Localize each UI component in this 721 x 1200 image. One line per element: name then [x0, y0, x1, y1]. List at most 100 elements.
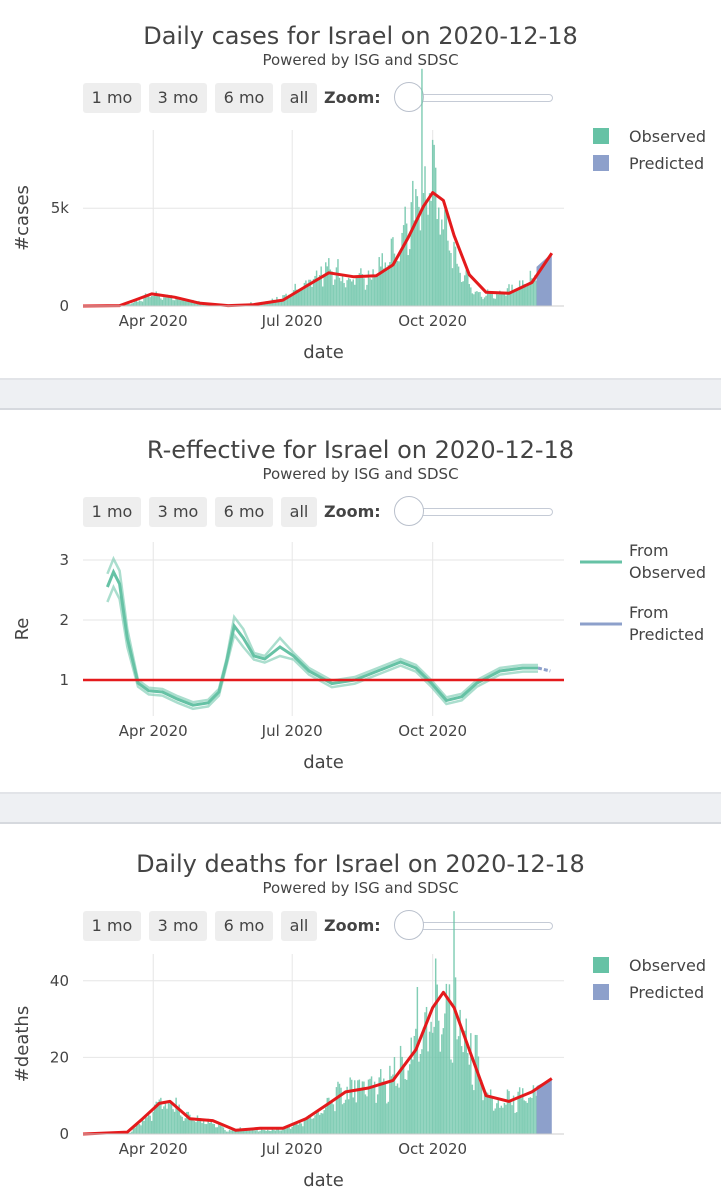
observed-bar [303, 1119, 306, 1134]
zoom-slider[interactable] [394, 496, 553, 526]
range-3mo-button[interactable]: 3 mo [149, 83, 207, 113]
y-tick-label: 40 [50, 972, 69, 990]
observed-bar [147, 1113, 150, 1134]
observed-bar [438, 1020, 440, 1134]
observed-bar [219, 1125, 222, 1134]
observed-bar [453, 241, 455, 306]
observed-bar [532, 1085, 535, 1134]
zoom-slider[interactable] [394, 82, 553, 112]
observed-bar [201, 1123, 203, 1134]
observed-bar [189, 301, 191, 306]
observed-bar [396, 1083, 399, 1134]
zoom-slider-knob[interactable] [394, 82, 424, 112]
observed-bar [212, 1123, 214, 1134]
observed-bar [230, 1130, 232, 1134]
observed-bar [161, 1109, 164, 1134]
range-3mo-button[interactable]: 3 mo [149, 497, 207, 527]
observed-bar [392, 1074, 394, 1134]
range-1mo-button[interactable]: 1 mo [83, 83, 141, 113]
observed-bar [416, 986, 419, 1134]
range-all-button[interactable]: all [281, 83, 317, 113]
x-tick-label: Apr 2020 [119, 722, 188, 740]
observed-bar [294, 283, 296, 306]
zoom-slider-knob[interactable] [394, 496, 424, 526]
range-6mo-button[interactable]: 6 mo [215, 83, 273, 113]
zoom-slider[interactable] [394, 910, 553, 940]
observed-bar [447, 999, 449, 1134]
observed-bar [375, 1102, 377, 1134]
range-6mo-button[interactable]: 6 mo [215, 497, 273, 527]
observed-bar [274, 300, 277, 306]
observed-bar [160, 1097, 162, 1134]
legend-swatch-observed [593, 128, 609, 144]
zoom-slider-knob[interactable] [394, 910, 424, 940]
observed-bar [514, 291, 516, 306]
observed-bar [482, 299, 484, 306]
legend-swatch-predicted [593, 984, 609, 1000]
observed-bar [463, 1030, 466, 1134]
observed-bar [302, 1126, 304, 1134]
observed-bar [248, 1130, 251, 1134]
y-tick-label: 1 [59, 671, 69, 689]
observed-bar [506, 288, 509, 306]
observed-bar [325, 1107, 327, 1134]
observed-bar [413, 1035, 416, 1134]
range-3mo-button[interactable]: 3 mo [149, 911, 207, 941]
observed-bar [360, 1090, 362, 1134]
observed-bar [456, 263, 458, 306]
observed-bar [407, 255, 409, 306]
observed-bar [161, 299, 164, 306]
range-all-button[interactable]: all [281, 911, 317, 941]
range-1mo-button[interactable]: 1 mo [83, 497, 141, 527]
observed-bar [132, 1128, 135, 1134]
observed-bar [312, 278, 315, 306]
legend-text-line: Predicted [629, 625, 704, 644]
observed-bar [260, 1127, 263, 1134]
observed-bar [155, 1101, 157, 1134]
observed-bar [381, 253, 383, 306]
observed-bar [409, 249, 411, 306]
observed-bar [337, 259, 339, 306]
observed-bar [331, 271, 333, 306]
range-all-button[interactable]: all [281, 497, 317, 527]
observed-bar [270, 1131, 272, 1134]
observed-bar [140, 1125, 142, 1134]
range-6mo-button[interactable]: 6 mo [215, 911, 273, 941]
observed-bar [515, 290, 518, 306]
observed-bars [128, 911, 538, 1134]
observed-bar [213, 1123, 216, 1134]
observed-bar [150, 1120, 153, 1134]
chart-title: Daily deaths for Israel on 2020-12-18 [136, 850, 585, 878]
observed-bar [393, 253, 396, 306]
observed-bar [297, 292, 299, 306]
observed-bar [523, 284, 525, 306]
observed-bar [468, 284, 471, 306]
observed-bar [358, 1079, 361, 1134]
observed-bar [320, 266, 322, 306]
observed-bar [144, 1116, 147, 1134]
observed-bar [167, 1101, 170, 1134]
observed-bar [308, 1115, 310, 1134]
observed-bar [231, 1129, 234, 1134]
observed-bar [488, 1097, 490, 1134]
range-1mo-button[interactable]: 1 mo [83, 911, 141, 941]
observed-bar [384, 1084, 387, 1134]
observed-bar [302, 289, 304, 306]
observed-bar [379, 1069, 382, 1134]
observed-bar [483, 1089, 486, 1134]
observed-bar [392, 237, 394, 306]
observed-bar [210, 1120, 212, 1134]
fit-curve [82, 191, 554, 308]
observed-bar [442, 1028, 445, 1134]
observed-bar [195, 1122, 197, 1134]
observed-bar [363, 1081, 365, 1134]
observed-bar [361, 1081, 364, 1134]
observed-bar [178, 299, 180, 306]
observed-bar [250, 1130, 252, 1134]
observed-bar [349, 279, 351, 306]
observed-bar [398, 261, 400, 306]
observed-bar [146, 294, 148, 306]
observed-bar [332, 284, 335, 306]
observed-bar [331, 1100, 333, 1134]
observed-bar [491, 291, 493, 306]
